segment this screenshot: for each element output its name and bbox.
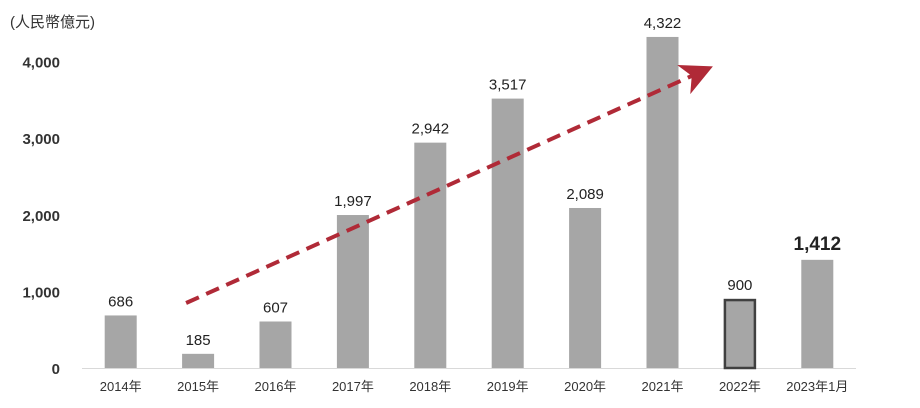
x-tick-label: 2016年 [255, 379, 297, 394]
y-tick-label: 4,000 [22, 55, 60, 72]
x-tick-label: 2014年 [100, 379, 142, 394]
bar [104, 315, 137, 368]
bar [723, 298, 757, 370]
x-tick-label: 2023年1月 [786, 379, 848, 394]
bar [801, 259, 834, 368]
bar [569, 207, 602, 368]
y-axis: 0 1,000 2,000 3,000 4,000 [22, 55, 60, 378]
x-tick-label: 2021年 [642, 379, 684, 394]
bar [491, 98, 524, 368]
data-label: 900 [727, 277, 752, 294]
bar [336, 215, 369, 368]
bar [646, 36, 679, 368]
bar [414, 142, 447, 368]
x-tick-label: 2020年 [564, 379, 606, 394]
data-label: 607 [263, 300, 288, 317]
x-tick-label: 2018年 [409, 379, 451, 394]
y-tick-label: 1,000 [22, 284, 60, 301]
x-tick-label: 2017年 [332, 379, 374, 394]
bar [259, 321, 292, 368]
x-tick-label: 2019年 [487, 379, 529, 394]
trend-arrow [185, 64, 713, 305]
x-tick-label: 2022年 [719, 379, 761, 394]
bars [104, 36, 834, 370]
y-tick-label: 2,000 [22, 208, 60, 225]
data-label: 4,322 [644, 15, 682, 32]
y-tick-label: 0 [52, 361, 60, 378]
x-tick-label: 2015年 [177, 379, 219, 394]
data-label: 3,517 [489, 77, 527, 94]
x-axis: 2014年 2015年 2016年 2017年 2018年 2019年 2020年 2021年… [100, 379, 849, 394]
data-label: 686 [108, 293, 133, 310]
data-label: 1,412 [794, 234, 842, 255]
bar [182, 353, 215, 368]
data-label: 1,997 [334, 193, 372, 210]
data-label: 2,942 [412, 121, 450, 138]
y-axis-title: (人民幣億元) [10, 14, 95, 31]
y-tick-label: 3,000 [22, 131, 60, 148]
data-label: 185 [186, 332, 211, 349]
data-label: 2,089 [566, 186, 604, 203]
data-labels: 686 185 607 1,997 2,942 3,517 2,089 4,322 900 1,4… [108, 15, 841, 349]
